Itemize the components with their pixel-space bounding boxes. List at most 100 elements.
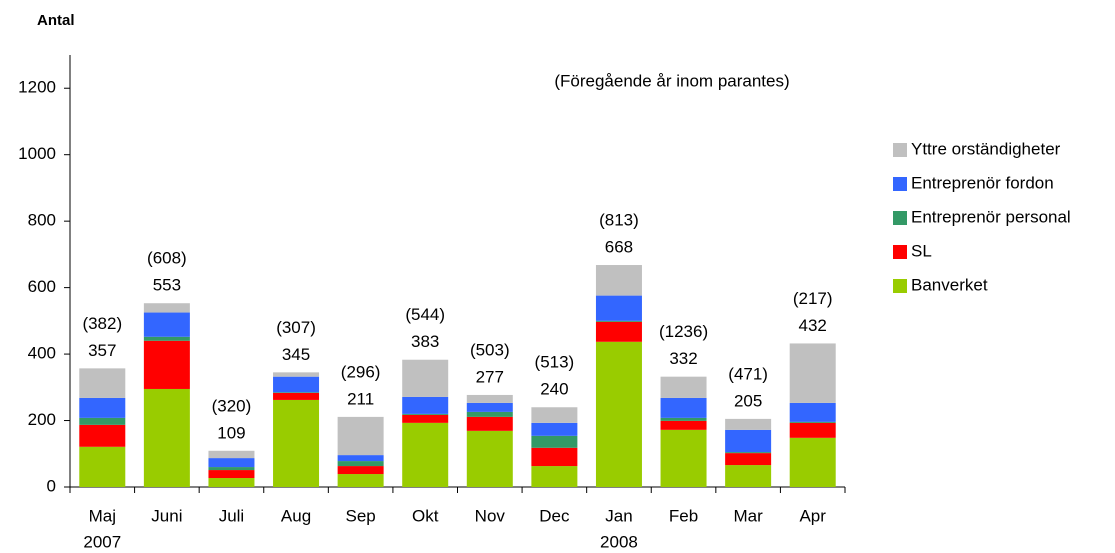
bar-segment: [208, 458, 255, 468]
x-tick-label: Apr: [799, 506, 826, 525]
previous-year-label: (320): [212, 396, 252, 415]
legend-label: Entreprenör personal: [911, 207, 1071, 226]
legend-label: Entreprenör fordon: [911, 173, 1054, 192]
bar-segment: [79, 417, 126, 425]
x-tick-label: Mar: [733, 506, 763, 525]
bar-segment: [208, 478, 255, 487]
bar-segment: [337, 416, 384, 456]
bar-segment: [725, 418, 772, 430]
bar-segment: [273, 372, 320, 377]
bar-segment: [466, 411, 513, 417]
legend-label: Yttre orständigheter: [911, 139, 1061, 158]
total-label: 345: [282, 345, 310, 364]
previous-year-label: (382): [82, 314, 122, 333]
bar-segment: [660, 376, 707, 398]
total-label: 109: [217, 423, 245, 442]
bar-segment: [660, 429, 707, 487]
total-label: 357: [88, 341, 116, 360]
bar-segment: [466, 394, 513, 403]
bar-segment: [337, 461, 384, 467]
x-tick-label: Jan: [605, 506, 632, 525]
bar-segment: [531, 407, 578, 423]
previous-year-label: (544): [405, 305, 445, 324]
x-tick-label: Okt: [412, 506, 439, 525]
bar-segment: [595, 295, 642, 321]
previous-year-label: (296): [341, 362, 381, 381]
bar-segment: [725, 452, 772, 454]
bar-segment: [143, 340, 190, 389]
bar-segment: [531, 466, 578, 487]
x-tick-label: Aug: [281, 506, 311, 525]
bar-segment: [402, 414, 449, 423]
x-tick-label: Maj: [89, 506, 116, 525]
annotation: (Föregående år inom parantes): [554, 71, 789, 90]
bar-segment: [402, 359, 449, 397]
bar-segment: [789, 422, 836, 438]
bar-segment: [466, 402, 513, 412]
y-tick-label: 400: [28, 344, 56, 363]
previous-year-label: (813): [599, 211, 639, 230]
x-tick-label: Sep: [346, 506, 376, 525]
legend-label: SL: [911, 241, 932, 260]
bar-segment: [531, 422, 578, 436]
y-tick-label: 1200: [18, 78, 56, 97]
bar-segment: [466, 430, 513, 487]
total-label: 332: [669, 349, 697, 368]
bar-segment: [531, 435, 578, 448]
bar-segment: [595, 320, 642, 322]
y-tick-label: 200: [28, 410, 56, 429]
bar-segment: [789, 437, 836, 487]
bar-segment: [402, 396, 449, 414]
legend-swatch: [893, 211, 907, 225]
total-label: 240: [540, 380, 568, 399]
bar-segment: [660, 397, 707, 418]
bar-segment: [273, 376, 320, 393]
previous-year-label: (471): [728, 364, 768, 383]
bar-segment: [79, 446, 126, 487]
total-label: 277: [476, 367, 504, 386]
bar-segment: [79, 397, 126, 418]
bar-segment: [725, 465, 772, 487]
bar-segment: [789, 421, 836, 423]
bar-segment: [208, 470, 255, 479]
bar-segment: [531, 447, 578, 467]
legend-swatch: [893, 177, 907, 191]
y-tick-label: 800: [28, 211, 56, 230]
bar-segment: [273, 392, 320, 393]
bar-segment: [337, 466, 384, 475]
bar-segment: [143, 312, 190, 337]
bar-segment: [273, 399, 320, 487]
total-label: 668: [605, 238, 633, 257]
bar-segment: [79, 424, 126, 447]
bar-segment: [595, 341, 642, 487]
x-tick-label: Juli: [219, 506, 245, 525]
legend-swatch: [893, 245, 907, 259]
total-label: 432: [799, 316, 827, 335]
bar-segment: [660, 420, 707, 430]
bar-segment: [143, 336, 190, 341]
bar-segment: [143, 303, 190, 313]
previous-year-label: (307): [276, 318, 316, 337]
bar-segment: [79, 368, 126, 398]
bar-segment: [402, 422, 449, 487]
x-tick-label: Nov: [475, 506, 506, 525]
total-label: 211: [347, 389, 374, 408]
legend-label: Banverket: [911, 275, 988, 294]
total-label: 553: [153, 276, 181, 295]
previous-year-label: (1236): [659, 322, 708, 341]
x-tick-label: Juni: [151, 506, 182, 525]
bar-segment: [466, 416, 513, 431]
x-tick-label: Dec: [539, 506, 570, 525]
x-year-label: 2008: [600, 532, 638, 551]
x-tick-label: Feb: [669, 506, 698, 525]
total-label: 383: [411, 332, 439, 351]
bar-segment: [725, 453, 772, 466]
y-tick-label: 600: [28, 277, 56, 296]
y-tick-label: 0: [47, 476, 56, 495]
previous-year-label: (503): [470, 340, 510, 359]
x-year-label: 2007: [83, 532, 121, 551]
bar-segment: [143, 388, 190, 487]
legend-swatch: [893, 279, 907, 293]
total-label: 205: [734, 391, 762, 410]
